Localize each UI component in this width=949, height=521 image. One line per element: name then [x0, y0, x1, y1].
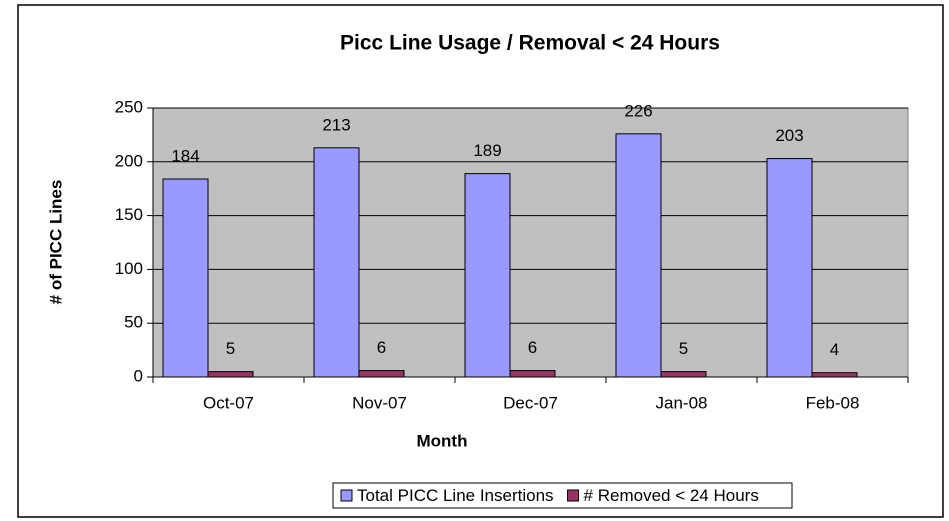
legend-box: [332, 482, 793, 509]
y-tick-label: 250: [115, 97, 143, 116]
bar: [766, 158, 813, 378]
data-label: 5: [226, 339, 235, 358]
bar: [358, 370, 405, 378]
data-label: 189: [473, 141, 501, 160]
legend-swatch: [567, 489, 580, 502]
data-label: 226: [624, 101, 652, 120]
data-label: 5: [679, 339, 688, 358]
y-tick-label: 0: [134, 366, 143, 385]
x-tick-label: Oct-07: [203, 393, 254, 412]
data-label: 213: [322, 115, 350, 134]
y-axis-title: # of PICC Lines: [46, 180, 65, 305]
legend-swatch: [340, 489, 353, 502]
data-label: 6: [528, 338, 537, 357]
x-axis-title: Month: [417, 431, 468, 450]
chart-title: Picc Line Usage / Removal < 24 Hours: [340, 32, 720, 55]
bar: [162, 178, 209, 378]
y-tick-label: 50: [124, 313, 143, 332]
data-label: 6: [377, 338, 386, 357]
data-label: 184: [171, 147, 199, 166]
bar: [660, 371, 707, 378]
data-label: 4: [830, 340, 839, 359]
x-tick-label: Dec-07: [503, 393, 558, 412]
bar: [207, 371, 254, 378]
legend-label: # Removed < 24 Hours: [584, 486, 759, 505]
data-label: 203: [775, 126, 803, 145]
x-tick-label: Feb-08: [806, 393, 860, 412]
bar: [464, 173, 511, 378]
bar: [811, 372, 858, 378]
legend-label: Total PICC Line Insertions: [357, 486, 554, 505]
y-tick-label: 150: [115, 205, 143, 224]
y-tick-label: 200: [115, 151, 143, 170]
bar: [313, 147, 360, 378]
x-tick-label: Nov-07: [352, 393, 407, 412]
y-tick-label: 100: [115, 259, 143, 278]
bar: [615, 133, 662, 378]
bar: [509, 370, 556, 378]
x-tick-label: Jan-08: [656, 393, 708, 412]
